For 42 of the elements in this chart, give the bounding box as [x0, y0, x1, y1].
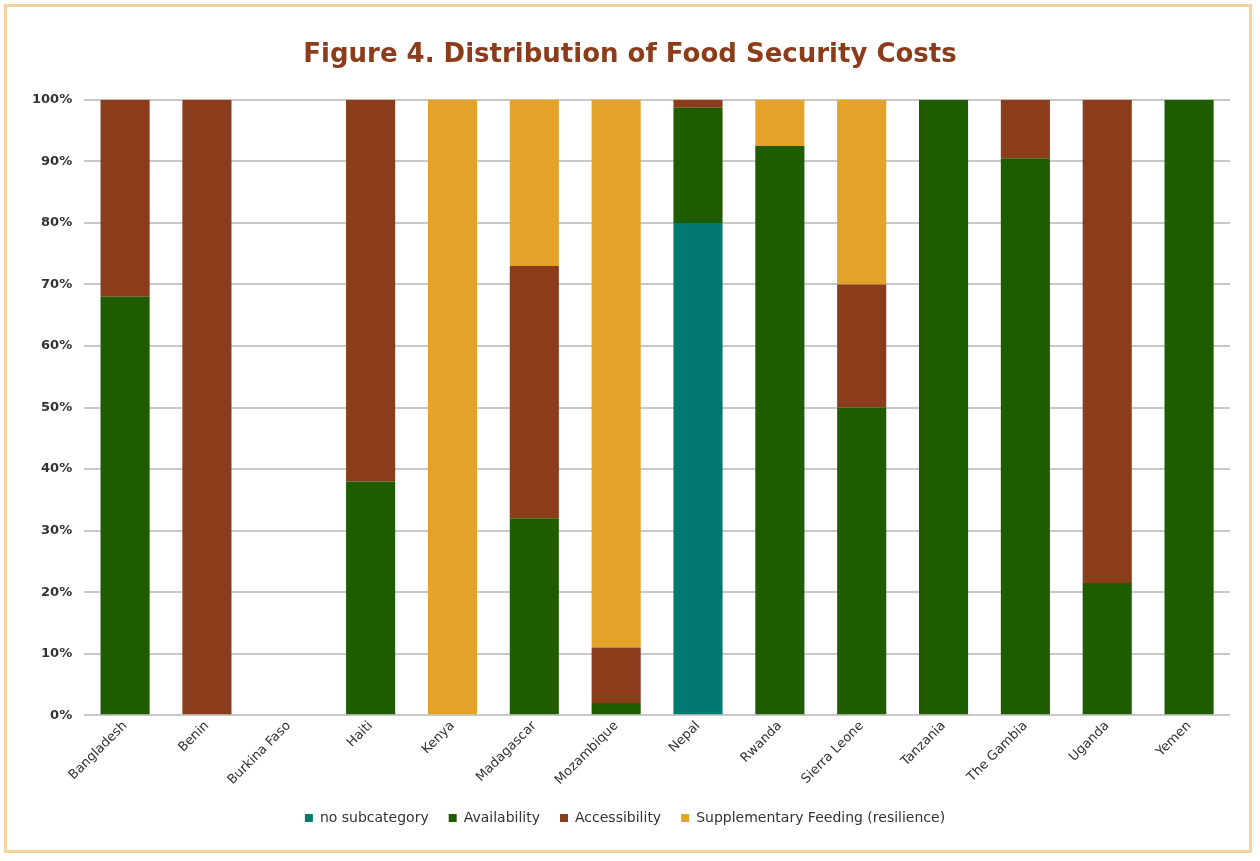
bar: [673, 107, 723, 223]
bar: [755, 145, 805, 715]
bar: [673, 222, 723, 715]
y-tick-label: 100%: [31, 91, 73, 107]
bar: [591, 702, 641, 715]
bar: [100, 296, 150, 715]
legend-label: Availability: [463, 808, 541, 825]
bar: [591, 647, 641, 703]
bar: [837, 99, 887, 285]
chart-title: Figure 4. Distribution of Food Security Costs: [302, 38, 958, 68]
bar: [755, 99, 805, 146]
legend-label: no subcategory: [319, 808, 429, 825]
y-tick-label: 30%: [41, 522, 73, 538]
y-tick-label: 50%: [41, 398, 73, 414]
legend-label: Supplementary Feeding (resilience): [696, 808, 946, 825]
y-tick-label: 0%: [50, 706, 73, 722]
bar: [509, 518, 559, 715]
bar: [1000, 158, 1050, 715]
bar: [1082, 582, 1132, 715]
bar: [837, 284, 887, 408]
legend-label: Accessibility: [575, 808, 662, 825]
bar: [509, 99, 559, 266]
y-tick-label: 70%: [41, 275, 73, 291]
bar: [918, 99, 969, 715]
y-tick-label: 80%: [41, 214, 73, 230]
bar: [346, 99, 396, 482]
y-tick-label: 90%: [41, 152, 73, 168]
y-tick-label: 60%: [41, 337, 73, 353]
bar: [591, 99, 641, 648]
bar: [427, 99, 478, 715]
bar: [346, 481, 396, 715]
y-tick-label: 10%: [41, 645, 73, 661]
bar: [673, 99, 723, 108]
bar: [100, 99, 150, 297]
bar: [837, 407, 887, 715]
y-tick-label: 20%: [41, 583, 73, 599]
bar: [509, 265, 559, 519]
bar: [182, 99, 232, 715]
bar: [1164, 99, 1214, 715]
bar: [1082, 99, 1132, 583]
bar: [1000, 99, 1050, 159]
y-tick-label: 40%: [41, 460, 73, 476]
